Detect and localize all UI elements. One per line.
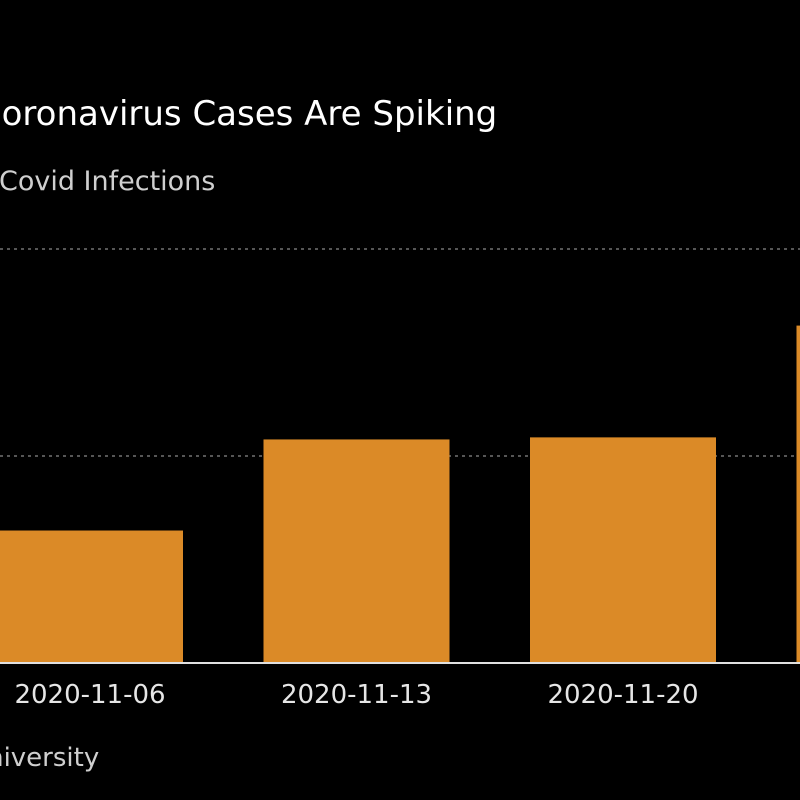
bar-2020-11-27: [796, 325, 800, 663]
bar-2020-11-06: [0, 530, 183, 663]
chart-title: 's Coronavirus Cases Are Spiking: [0, 92, 800, 136]
chart-subtitle: n NY Covid Infections: [0, 164, 800, 200]
bar-2020-11-20: [530, 437, 716, 663]
chart-title-text: 's Coronavirus Cases Are Spiking: [0, 94, 498, 134]
x-tick-label: 2020-11-13: [281, 680, 432, 710]
x-tick-label: 2020-11-06: [14, 680, 165, 710]
source-note: and Johns Hopkins University: [0, 740, 800, 776]
bar-2020-11-13: [263, 439, 450, 663]
source-note-text: and Johns Hopkins University: [0, 743, 100, 773]
chart-subtitle-text: n NY Covid Infections: [0, 166, 216, 197]
x-tick-label: 2020-11-20: [547, 680, 698, 710]
